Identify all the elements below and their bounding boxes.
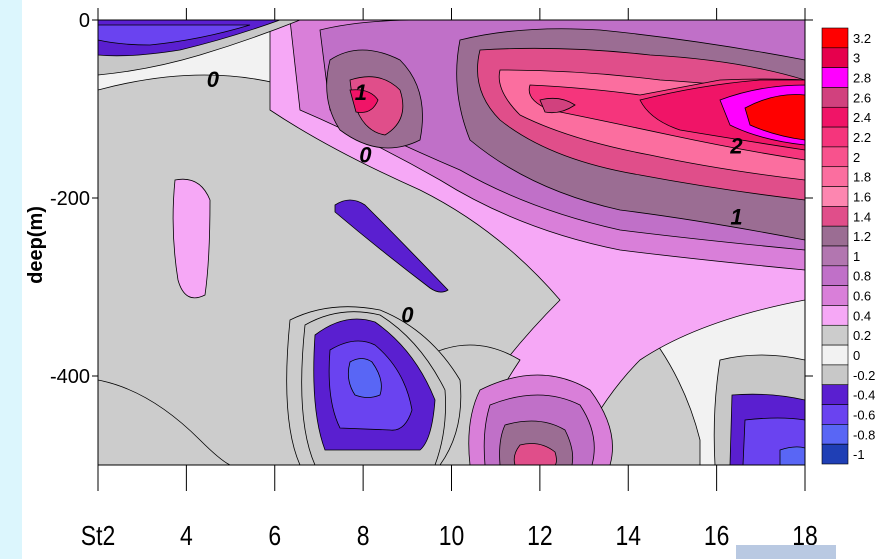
colorbar-swatch xyxy=(821,67,849,88)
x-tick-label: 6 xyxy=(268,521,281,552)
colorbar-swatch xyxy=(821,87,849,108)
colorbar-label: 2.4 xyxy=(853,110,871,125)
corner-tab xyxy=(736,545,836,559)
colorbar-legend: 3.2 3 2.8 2.6 2.4 2.2 2 1.8 1.6 1.4 1.2 1 0.8 0.6 0.4 0… xyxy=(821,27,875,465)
y-tick-label: 0 xyxy=(79,10,90,32)
contour-label: 0 xyxy=(359,142,372,167)
x-tick-label: 12 xyxy=(527,521,553,552)
x-tick-label: 16 xyxy=(704,521,730,552)
colorbar-label: 2 xyxy=(853,150,860,165)
colorbar-label: -0.2 xyxy=(853,368,875,383)
y-axis-label: deep(m) xyxy=(25,206,47,284)
colorbar-label: 2.6 xyxy=(853,90,871,105)
y-tick-label: -400 xyxy=(50,366,90,388)
colorbar-label: -0.4 xyxy=(853,388,875,403)
contour-region--0.8 xyxy=(779,446,805,465)
colorbar-swatch xyxy=(821,265,849,286)
colorbar-swatch xyxy=(821,126,849,148)
colorbar-label: -0.8 xyxy=(853,427,875,442)
x-tick-label: 14 xyxy=(615,521,641,552)
colorbar-swatch xyxy=(821,404,849,425)
x-tick-label: 8 xyxy=(357,521,370,552)
colorbar-label: 0.4 xyxy=(853,308,871,323)
colorbar-label: 1 xyxy=(853,249,860,264)
contour-label: 1 xyxy=(730,205,742,230)
contour-label: 0 xyxy=(207,67,220,92)
contour-regions xyxy=(98,20,805,465)
colorbar-swatch xyxy=(821,424,849,445)
left-panel-strip xyxy=(0,0,22,559)
colorbar-swatch xyxy=(821,344,849,366)
colorbar-label: 1.4 xyxy=(853,209,871,224)
colorbar-swatch xyxy=(821,166,849,187)
contour-region-0.2 xyxy=(98,379,231,465)
colorbar-label: -0.6 xyxy=(853,407,875,422)
colorbar-label: 0 xyxy=(853,348,860,363)
colorbar-label: 3 xyxy=(853,51,860,66)
colorbar-label: 0.6 xyxy=(853,289,871,304)
colorbar-label: -1 xyxy=(853,447,865,462)
colorbar-swatch xyxy=(821,384,849,405)
contour-labels: 0 1 0 0 2 1 xyxy=(207,67,744,328)
colorbar-label: 0.2 xyxy=(853,328,871,343)
contour-region--0.6 xyxy=(98,24,251,46)
x-tick-label: 4 xyxy=(180,521,193,552)
x-tick-label: 10 xyxy=(439,521,465,552)
x-tick-label: St2 xyxy=(81,521,115,552)
colorbar-label: 2.8 xyxy=(853,71,871,86)
colorbar-label: 2.2 xyxy=(853,130,871,145)
colorbar-swatch xyxy=(821,47,849,68)
contour-region--0.4 xyxy=(334,199,449,293)
colorbar-swatch xyxy=(821,245,849,267)
contour-region-0.4 xyxy=(172,178,211,299)
colorbar-label: 1.8 xyxy=(853,170,871,185)
colorbar-swatch xyxy=(821,206,849,227)
contour-region-2.4 xyxy=(349,89,379,113)
contour-region-2.6 xyxy=(539,97,576,114)
colorbar-swatch xyxy=(821,285,849,306)
colorbar-label: 0.8 xyxy=(853,269,871,284)
contour-region-3.2 xyxy=(744,94,805,141)
contour-region-1.4 xyxy=(513,443,557,465)
colorbar-swatch xyxy=(821,186,849,207)
colorbar-swatch xyxy=(821,443,849,465)
colorbar-swatch xyxy=(821,324,849,346)
plot-area xyxy=(98,20,805,465)
contour-region--0.8 xyxy=(347,358,382,398)
colorbar-swatch xyxy=(821,27,849,49)
contour-label: 0 xyxy=(401,303,414,328)
colorbar-swatch xyxy=(821,146,849,168)
contour-label: 1 xyxy=(355,80,367,105)
colorbar-label: 1.2 xyxy=(853,229,871,244)
colorbar-swatch xyxy=(821,364,849,386)
colorbar-swatch xyxy=(821,225,849,247)
colorbar-label: 1.6 xyxy=(853,189,871,204)
y-tick-label: -200 xyxy=(50,188,90,210)
colorbar-swatch xyxy=(821,305,849,326)
colorbar-swatch xyxy=(821,106,849,128)
colorbar-label: 3.2 xyxy=(853,31,871,46)
contour-label: 2 xyxy=(729,134,743,159)
